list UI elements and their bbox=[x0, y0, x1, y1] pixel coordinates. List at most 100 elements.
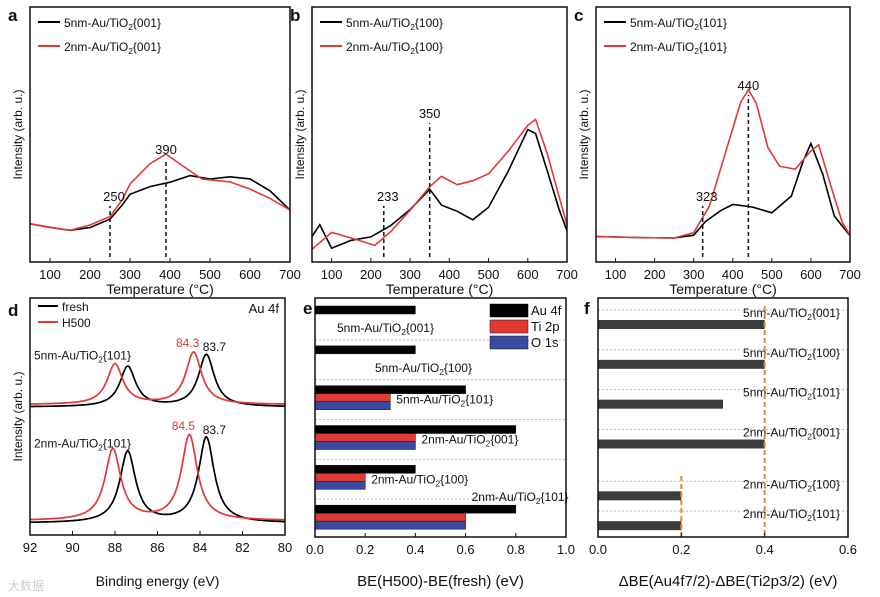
panel-label: f bbox=[584, 299, 590, 318]
plot-frame bbox=[29, 297, 286, 536]
series-line-0 bbox=[595, 141, 851, 239]
plot-frame bbox=[311, 6, 568, 263]
y-axis-label: Intensity (arb. u.) bbox=[293, 89, 307, 179]
series-line-1 bbox=[311, 118, 568, 250]
annotation-label: 440 bbox=[738, 78, 760, 93]
category-label: 5nm-Au/TiO2{001} bbox=[743, 306, 840, 322]
x-tick-label: 300 bbox=[683, 267, 705, 282]
x-tick-label: 0.2 bbox=[356, 542, 374, 557]
annotation-label: 390 bbox=[155, 142, 177, 157]
legend-label: H500 bbox=[62, 316, 91, 330]
x-tick-label: 82 bbox=[235, 540, 249, 555]
legend-label: 2nm-Au/TiO2{001} bbox=[64, 40, 161, 56]
legend-label: 5nm-Au/TiO2{001} bbox=[64, 16, 161, 32]
legend-label: O 1s bbox=[531, 335, 559, 350]
bar-o-1s bbox=[314, 401, 391, 410]
category-label: 5nm-Au/TiO2{001} bbox=[337, 321, 434, 337]
x-tick-label: 92 bbox=[23, 540, 37, 555]
x-tick-label: 400 bbox=[159, 267, 181, 282]
plot-frame bbox=[595, 6, 851, 263]
x-axis-label: BE(H500)-BE(fresh) (eV) bbox=[357, 573, 524, 590]
annotation-label: 250 bbox=[103, 189, 125, 204]
x-axis-label: Temperature (°C) bbox=[106, 281, 214, 297]
x-tick-label: 0.4 bbox=[756, 542, 774, 557]
x-tick-label: 0.6 bbox=[839, 542, 857, 557]
y-axis-label: Intensity (arb. u.) bbox=[11, 371, 25, 461]
plot-frame bbox=[29, 6, 291, 263]
legend-swatch bbox=[489, 319, 529, 334]
category-label: 2nm-Au/TiO2{100} bbox=[371, 472, 468, 488]
peak-label-h500: 84.5 bbox=[172, 419, 196, 433]
x-tick-label: 0.6 bbox=[457, 542, 475, 557]
x-tick-label: 1.0 bbox=[557, 542, 575, 557]
x-tick-label: 100 bbox=[321, 267, 343, 282]
x-tick-label: 86 bbox=[150, 540, 164, 555]
category-label: 5nm-Au/TiO2{100} bbox=[375, 361, 472, 377]
x-tick-label: 0.0 bbox=[306, 542, 324, 557]
legend-label: fresh bbox=[62, 300, 89, 314]
x-tick-label: 600 bbox=[800, 267, 822, 282]
x-tick-label: 300 bbox=[399, 267, 421, 282]
x-tick-label: 500 bbox=[199, 267, 221, 282]
bar-au-4f bbox=[314, 305, 416, 315]
x-tick-label: 700 bbox=[556, 267, 578, 282]
x-tick-label: 200 bbox=[79, 267, 101, 282]
x-tick-label: 700 bbox=[279, 267, 301, 282]
watermark: 大数据 bbox=[8, 578, 44, 593]
bar-ti-2p bbox=[314, 393, 391, 402]
category-label: 5nm-Au/TiO2{101} bbox=[396, 393, 493, 409]
series-line-1 bbox=[29, 153, 291, 232]
bar-o-1s bbox=[314, 520, 466, 530]
legend-label: 5nm-Au/TiO2{100} bbox=[346, 16, 443, 32]
category-label: 5nm-Au/TiO2{101} bbox=[743, 386, 840, 402]
bar-au-4f bbox=[314, 345, 416, 355]
bar-o-1s bbox=[314, 481, 366, 490]
category-label: 2nm-Au/TiO2{101} bbox=[743, 507, 840, 523]
peak-label-h500: 84.3 bbox=[176, 336, 200, 350]
bar bbox=[598, 491, 682, 501]
plot-frame bbox=[597, 297, 849, 538]
bar bbox=[598, 521, 682, 531]
panel-label: b bbox=[290, 6, 300, 25]
x-tick-label: 80 bbox=[278, 540, 292, 555]
bar-au-4f bbox=[314, 425, 517, 434]
bar-ti-2p bbox=[314, 512, 466, 522]
series-line-1 bbox=[595, 88, 851, 239]
bar-ti-2p bbox=[314, 473, 366, 482]
category-label: 2nm-Au/TiO2{101} bbox=[472, 490, 569, 506]
x-axis-label: Temperature (°C) bbox=[386, 281, 494, 297]
spectrum-h500_peaks bbox=[30, 350, 286, 405]
category-label: 2nm-Au/TiO2{001} bbox=[421, 433, 518, 449]
x-tick-label: 0.2 bbox=[672, 542, 690, 557]
legend-label: 5nm-Au/TiO2{101} bbox=[630, 16, 727, 32]
category-label: 2nm-Au/TiO2{001} bbox=[743, 426, 840, 442]
y-axis-label: Intensity (arb. u.) bbox=[577, 89, 591, 179]
panel-label: d bbox=[8, 301, 18, 320]
legend-label: Au 4f bbox=[531, 303, 562, 318]
x-tick-label: 200 bbox=[360, 267, 382, 282]
x-tick-label: 0.0 bbox=[589, 542, 607, 557]
group-label: 2nm-Au/TiO2{101} bbox=[34, 436, 131, 452]
y-axis-label: Intensity (arb. u.) bbox=[11, 89, 25, 179]
x-tick-label: 100 bbox=[39, 267, 61, 282]
x-tick-label: 90 bbox=[65, 540, 79, 555]
x-axis-label: Temperature (°C) bbox=[669, 281, 777, 297]
bar bbox=[598, 320, 765, 329]
annotation-label: 323 bbox=[696, 189, 718, 204]
legend-label: 2nm-Au/TiO2{100} bbox=[346, 40, 443, 56]
plot-frame bbox=[314, 297, 567, 538]
series-line-0 bbox=[311, 128, 568, 250]
x-tick-label: 500 bbox=[761, 267, 783, 282]
x-tick-label: 600 bbox=[239, 267, 261, 282]
series-line-0 bbox=[29, 174, 291, 232]
bar bbox=[598, 399, 723, 409]
bar-au-4f bbox=[314, 504, 517, 514]
annotation-label: 233 bbox=[377, 189, 399, 204]
panel-label: e bbox=[303, 299, 312, 318]
x-axis-label: Binding energy (eV) bbox=[96, 573, 220, 589]
panel-label: c bbox=[574, 6, 583, 25]
x-axis-label: ΔBE(Au4f7/2)-ΔBE(Ti2p3/2) (eV) bbox=[619, 573, 838, 590]
x-tick-label: 400 bbox=[438, 267, 460, 282]
x-tick-label: 200 bbox=[644, 267, 666, 282]
